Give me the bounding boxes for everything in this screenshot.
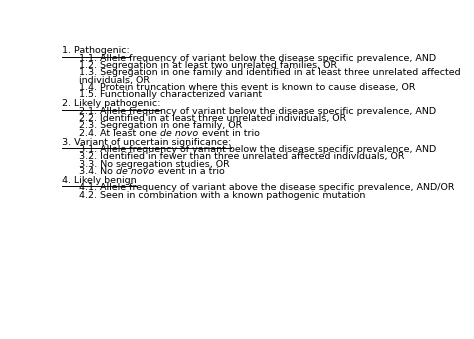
Text: 4. Likely benign: 4. Likely benign [62, 176, 137, 185]
Text: 2.2. Identified in at least three unrelated individuals, OR: 2.2. Identified in at least three unrela… [80, 114, 346, 123]
Text: de novo: de novo [116, 167, 155, 176]
Text: 3.3. No segregation studies, OR: 3.3. No segregation studies, OR [80, 160, 230, 169]
Text: individuals, OR: individuals, OR [80, 76, 150, 85]
Text: 2. Likely pathogenic:: 2. Likely pathogenic: [62, 99, 161, 108]
Text: 4.2. Seen in combination with a known pathogenic mutation: 4.2. Seen in combination with a known pa… [80, 191, 366, 200]
Text: 3.1. Allele frequency of variant below the disease specific prevalence, AND: 3.1. Allele frequency of variant below t… [80, 145, 437, 154]
Text: 2.4. At least one: 2.4. At least one [80, 128, 160, 138]
Text: 3. Variant of uncertain significance:: 3. Variant of uncertain significance: [62, 138, 231, 147]
Text: 1. Pathogenic:: 1. Pathogenic: [62, 46, 130, 55]
Text: 3.4. No: 3.4. No [80, 167, 116, 176]
Text: event in a trio: event in a trio [155, 167, 224, 176]
Text: de novo: de novo [160, 128, 199, 138]
Text: 4.1. Allele frequency of variant above the disease specific prevalence, AND/OR: 4.1. Allele frequency of variant above t… [80, 183, 455, 193]
Text: 3.2. Identified in fewer than three unrelated affected individuals, OR: 3.2. Identified in fewer than three unre… [80, 153, 405, 161]
Text: 2.1. Allele frequency of variant below the disease specific prevalence, AND: 2.1. Allele frequency of variant below t… [80, 107, 437, 116]
Text: 1.4. Protein truncation where this event is known to cause disease, OR: 1.4. Protein truncation where this event… [80, 83, 416, 92]
Text: 1.1. Allele frequency of variant below the disease specific prevalence, AND: 1.1. Allele frequency of variant below t… [80, 54, 437, 63]
Text: 2.3. Segregation in one family, OR: 2.3. Segregation in one family, OR [80, 121, 243, 130]
Text: 1.2. Segregation in at least two unrelated families, OR: 1.2. Segregation in at least two unrelat… [80, 61, 337, 70]
Text: 1.5. Functionally characterized variant: 1.5. Functionally characterized variant [80, 90, 263, 99]
Text: event in trio: event in trio [199, 128, 259, 138]
Text: 1.3. Segregation in one family and identified in at least three unrelated affect: 1.3. Segregation in one family and ident… [80, 68, 461, 77]
